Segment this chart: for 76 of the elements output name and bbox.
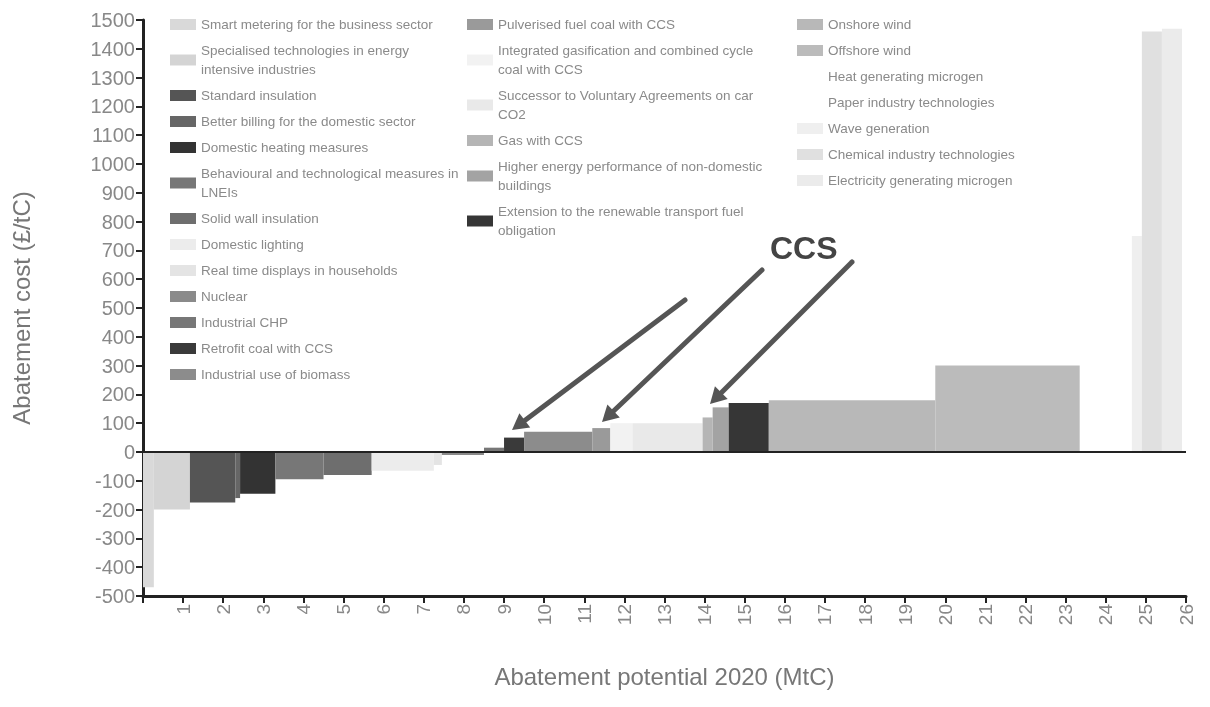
x-tick-label: 4 [292, 603, 314, 615]
annotation: CCS [770, 230, 838, 266]
legend-label: Behavioural and technological measures in LNEIs [201, 166, 463, 200]
y-tick-label: 1000 [90, 153, 135, 175]
legend-label: Standard insulation [201, 88, 317, 103]
y-tick-label: 1200 [90, 95, 135, 118]
legend-label: Pulverised fuel coal with CCS [498, 17, 676, 32]
legend-label: Industrial use of biomass [201, 367, 351, 382]
x-tick-label: 8 [453, 604, 475, 615]
x-tick-label: 22 [1015, 604, 1037, 626]
x-tick-label: 20 [934, 604, 956, 626]
y-axis-title: Abatement cost (£/tC) [7, 191, 35, 425]
x-tick-label: 12 [613, 604, 635, 626]
legend-label: Offshore wind [828, 43, 912, 58]
y-tick-label: 900 [101, 181, 135, 204]
legend-label: Better billing for the domestic sector [201, 114, 417, 129]
y-tick-label: 1400 [90, 37, 135, 60]
y-tick-label: -300 [94, 527, 135, 550]
legend-label: Integrated gasification and combined cycle coal with CCS [498, 43, 757, 77]
x-tick-label: 14 [694, 603, 716, 626]
x-tick-label: 10 [533, 604, 555, 626]
legend-label: Specialised technologies in energy intensive industries [201, 43, 413, 77]
legend-label: Extension to the renewable transport fuel obligation [498, 204, 748, 238]
x-tick-label: 18 [854, 604, 876, 626]
x-tick-label: 23 [1055, 604, 1077, 626]
x-tick-label: 11 [573, 604, 595, 624]
legend-label: Real time displays in households [201, 263, 398, 278]
y-tick-label: 700 [101, 239, 135, 262]
legend-label: Solid wall insulation [201, 211, 319, 226]
y-tick-label: 1100 [91, 124, 135, 147]
legend-label: Successor to Voluntary Agreements on car CO2 [498, 88, 757, 122]
x-axis-title: Abatement potential 2020 (MtC) [494, 662, 835, 690]
y-tick-label: 200 [101, 383, 135, 406]
y-tick-label: -400 [94, 556, 135, 579]
y-tick-label: 0 [123, 441, 135, 463]
x-tick-label: 16 [774, 604, 796, 626]
y-tick-label: -500 [94, 585, 135, 607]
text: Heat generating microgen [828, 69, 984, 84]
y-tick-label: 100 [101, 412, 135, 435]
x-tick-label: 2 [212, 604, 234, 615]
legend-label: Gas with CCS [498, 133, 583, 148]
y-tick-label: 300 [101, 354, 135, 377]
legend-label: Electricity generating microgen [828, 173, 1013, 188]
legend-label: Onshore wind [828, 17, 912, 32]
x-tick-label: 1 [172, 604, 194, 615]
y-tick-label: 600 [101, 268, 135, 291]
legend-label: Wave generation [828, 121, 930, 136]
legend-label: Higher energy performance of non-domestic buildings [498, 159, 766, 193]
x-tick-label: 26 [1175, 604, 1197, 626]
x-tick-label: 9 [493, 604, 515, 615]
x-tick-label: 15 [734, 604, 756, 626]
x-tick-label: 24 [1095, 603, 1117, 626]
x-tick-label: 17 [814, 604, 836, 626]
legend-label: Industrial CHP [201, 315, 289, 330]
y-tick-label: 1300 [90, 66, 135, 89]
y-tick-label: -100 [94, 469, 135, 492]
legend-label: Retrofit coal with CCS [201, 341, 334, 356]
legend-label: Domestic lighting [201, 237, 304, 252]
x-tick-label: 7 [413, 604, 435, 615]
x-tick-label: 13 [654, 604, 675, 626]
legend-label: Smart metering for the business sector [201, 17, 434, 32]
y-tick-label: -200 [94, 498, 135, 521]
x-tick-label: 3 [252, 604, 274, 615]
text: Paper industry technologies [828, 95, 995, 110]
y-tick-label: 800 [101, 210, 135, 233]
legend-label: Nuclear [201, 289, 249, 304]
x-tick-label: 21 [974, 604, 996, 626]
legend-label: Chemical industry technologies [828, 147, 1016, 162]
x-tick-label: 25 [1135, 604, 1157, 626]
x-tick-label: 19 [894, 604, 916, 626]
x-tick-label: 5 [333, 604, 355, 615]
y-tick-label: 1500 [90, 9, 135, 31]
y-tick-label: 500 [101, 297, 135, 319]
x-tick-label: 6 [373, 604, 395, 615]
legend-label: Domestic heating measures [201, 140, 369, 155]
y-tick-label: 400 [101, 325, 135, 348]
